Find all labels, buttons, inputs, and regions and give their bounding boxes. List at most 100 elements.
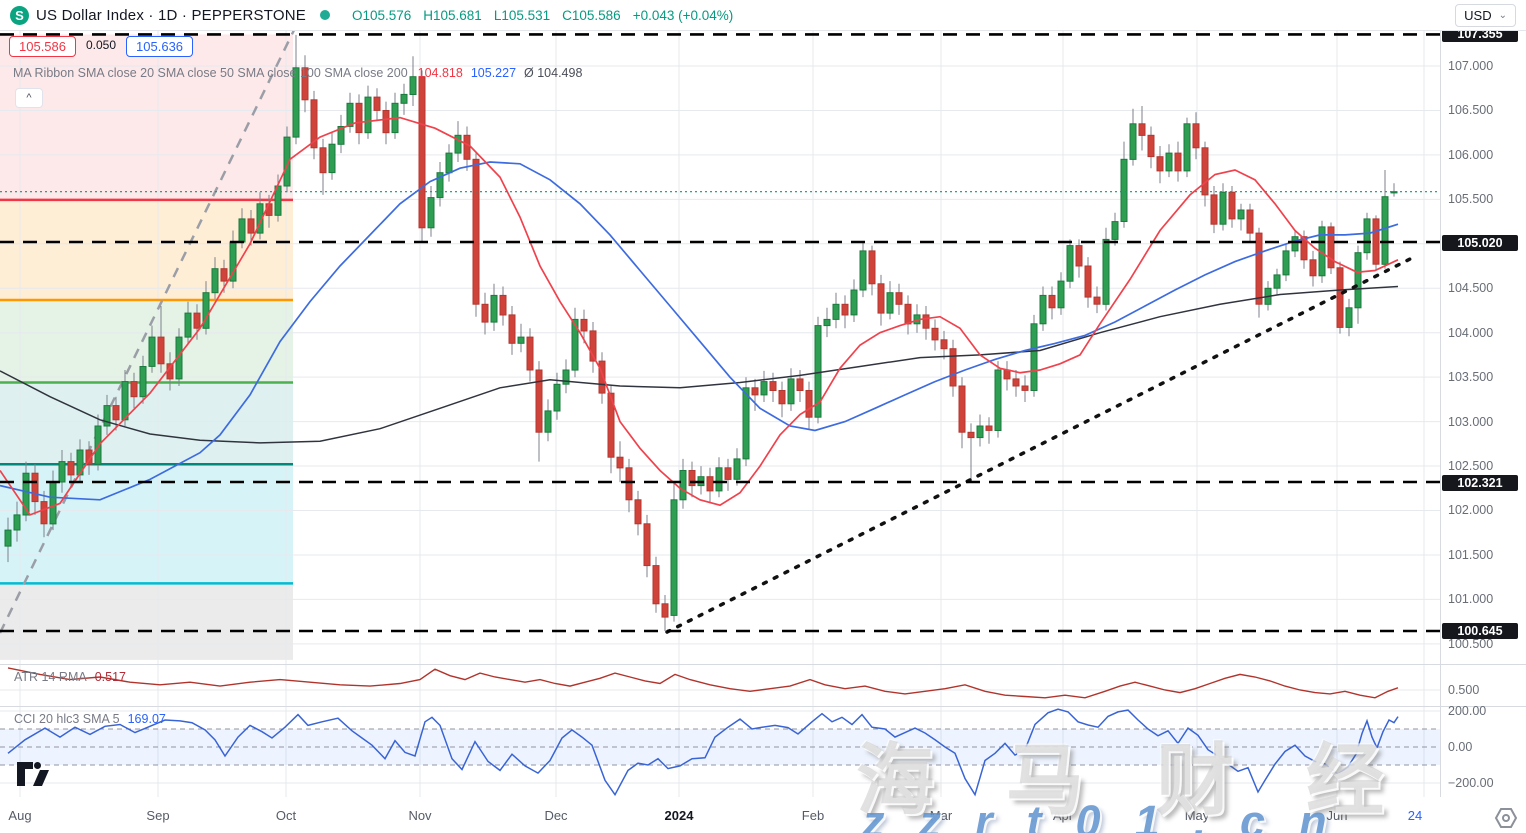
candle[interactable] <box>688 470 696 487</box>
candle[interactable] <box>337 126 345 145</box>
candle[interactable] <box>1273 274 1281 289</box>
candle[interactable] <box>301 67 309 101</box>
candle[interactable] <box>13 514 21 531</box>
candle[interactable] <box>1372 218 1380 265</box>
candle[interactable] <box>1219 191 1227 225</box>
candle[interactable] <box>1156 156 1164 172</box>
candle[interactable] <box>922 314 930 329</box>
trendline-dashed[interactable] <box>0 25 298 634</box>
candle[interactable] <box>841 303 849 316</box>
candle[interactable] <box>1390 191 1398 194</box>
candle[interactable] <box>562 369 570 385</box>
candle[interactable] <box>967 431 975 439</box>
cci-legend[interactable]: CCI 20 hlc3 SMA 5 169.07 <box>14 712 166 726</box>
candle[interactable] <box>427 197 435 229</box>
candle[interactable] <box>382 110 390 134</box>
candle[interactable] <box>1165 152 1173 172</box>
symbol-title[interactable]: US Dollar Index · 1D · PEPPERSTONE <box>36 6 306 24</box>
candle[interactable] <box>409 76 417 95</box>
candle[interactable] <box>454 134 462 154</box>
candle[interactable] <box>346 102 354 127</box>
candle[interactable] <box>472 158 480 305</box>
candle[interactable] <box>256 203 264 234</box>
candle[interactable] <box>58 461 66 483</box>
candle[interactable] <box>1021 385 1029 391</box>
candle[interactable] <box>22 472 30 516</box>
candle[interactable] <box>364 96 372 134</box>
candle[interactable] <box>787 378 795 405</box>
candle[interactable] <box>1381 196 1389 265</box>
candle[interactable] <box>976 425 984 439</box>
candle[interactable] <box>1039 294 1047 325</box>
candle[interactable] <box>517 336 525 344</box>
currency-dropdown[interactable]: USD ⌄ <box>1455 4 1516 27</box>
candle[interactable] <box>94 425 102 465</box>
candle[interactable] <box>112 405 120 421</box>
candle[interactable] <box>751 387 759 396</box>
candle[interactable] <box>1111 221 1119 240</box>
candle[interactable] <box>1237 209 1245 220</box>
candle[interactable] <box>940 339 948 350</box>
candle[interactable] <box>823 318 831 327</box>
collapse-legend-button[interactable]: ^ <box>15 88 43 108</box>
candle[interactable] <box>445 152 453 174</box>
candle[interactable] <box>1192 123 1200 149</box>
candle[interactable] <box>1336 267 1344 328</box>
candle[interactable] <box>310 99 318 149</box>
atr-legend[interactable]: ATR 14 RMA 0.517 <box>14 670 126 684</box>
candle[interactable] <box>526 336 534 371</box>
sma20-line[interactable] <box>0 116 1399 516</box>
candle[interactable] <box>832 303 840 320</box>
trendline-dotted[interactable] <box>665 256 1414 634</box>
candle[interactable] <box>931 327 939 341</box>
candle[interactable] <box>319 147 327 174</box>
candle[interactable] <box>373 96 381 111</box>
candle[interactable] <box>400 93 408 104</box>
candle[interactable] <box>121 381 129 421</box>
candle[interactable] <box>859 250 867 291</box>
candle[interactable] <box>355 102 363 134</box>
candle[interactable] <box>715 467 723 492</box>
candle[interactable] <box>814 325 822 418</box>
candle[interactable] <box>949 348 957 387</box>
candle[interactable] <box>1003 369 1011 380</box>
ma-ribbon-legend[interactable]: MA Ribbon SMA close 20 SMA close 50 SMA … <box>13 66 582 80</box>
candle[interactable] <box>868 250 876 285</box>
candle[interactable] <box>1057 280 1065 309</box>
candle[interactable] <box>616 456 624 469</box>
candle[interactable] <box>490 294 498 323</box>
candle[interactable] <box>40 501 48 525</box>
candle[interactable] <box>544 410 552 433</box>
candle[interactable] <box>436 172 444 199</box>
candle[interactable] <box>1129 123 1137 160</box>
pane-settings-hexagon-icon[interactable] <box>1494 806 1518 830</box>
candle[interactable] <box>202 292 210 329</box>
candle[interactable] <box>1147 134 1155 158</box>
candle[interactable] <box>1291 236 1299 252</box>
candle[interactable] <box>643 523 651 567</box>
candle[interactable] <box>796 378 804 391</box>
candle[interactable] <box>886 292 894 314</box>
candle[interactable] <box>499 294 507 316</box>
candle[interactable] <box>211 268 219 294</box>
candle[interactable] <box>1255 232 1263 305</box>
buy-price-box[interactable]: 105.636 <box>126 36 194 57</box>
candle[interactable] <box>1246 209 1254 234</box>
candle[interactable] <box>49 481 57 525</box>
candle[interactable] <box>157 336 165 365</box>
candle[interactable] <box>553 383 561 412</box>
candle[interactable] <box>571 318 579 371</box>
candle[interactable] <box>661 603 669 618</box>
candle[interactable] <box>4 529 12 547</box>
candle[interactable] <box>985 425 993 431</box>
candle[interactable] <box>607 392 615 458</box>
candle[interactable] <box>1210 194 1218 225</box>
candle[interactable] <box>535 369 543 433</box>
candle[interactable] <box>1012 378 1020 387</box>
candle[interactable] <box>1327 226 1335 269</box>
candle[interactable] <box>247 218 255 234</box>
candle[interactable] <box>958 385 966 433</box>
candle[interactable] <box>1345 307 1353 328</box>
candle[interactable] <box>706 476 714 492</box>
candle[interactable] <box>481 303 489 323</box>
